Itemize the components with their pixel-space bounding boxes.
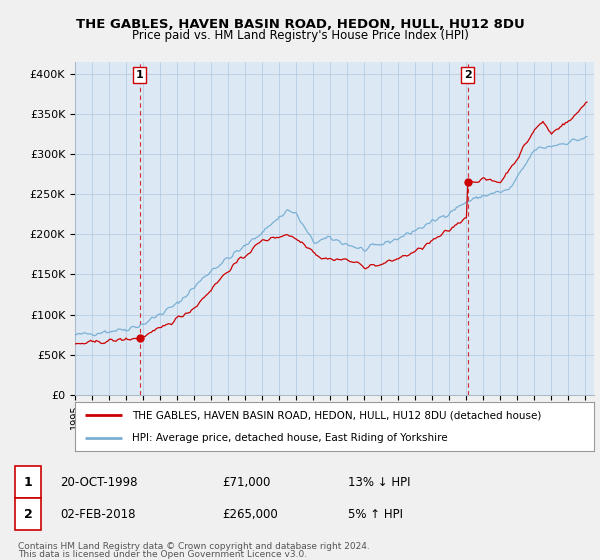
Text: £265,000: £265,000 [222, 507, 278, 521]
Text: HPI: Average price, detached house, East Riding of Yorkshire: HPI: Average price, detached house, East… [132, 433, 448, 444]
Text: £71,000: £71,000 [222, 475, 271, 489]
Text: 2: 2 [464, 70, 472, 80]
Text: Price paid vs. HM Land Registry's House Price Index (HPI): Price paid vs. HM Land Registry's House … [131, 29, 469, 42]
Text: 02-FEB-2018: 02-FEB-2018 [60, 507, 136, 521]
Text: 13% ↓ HPI: 13% ↓ HPI [348, 475, 410, 489]
Text: THE GABLES, HAVEN BASIN ROAD, HEDON, HULL, HU12 8DU (detached house): THE GABLES, HAVEN BASIN ROAD, HEDON, HUL… [132, 410, 541, 421]
Text: 20-OCT-1998: 20-OCT-1998 [60, 475, 137, 489]
Text: Contains HM Land Registry data © Crown copyright and database right 2024.: Contains HM Land Registry data © Crown c… [18, 542, 370, 551]
Text: This data is licensed under the Open Government Licence v3.0.: This data is licensed under the Open Gov… [18, 550, 307, 559]
Text: 5% ↑ HPI: 5% ↑ HPI [348, 507, 403, 521]
Text: 1: 1 [136, 70, 143, 80]
Text: THE GABLES, HAVEN BASIN ROAD, HEDON, HULL, HU12 8DU: THE GABLES, HAVEN BASIN ROAD, HEDON, HUL… [76, 18, 524, 31]
Text: 2: 2 [23, 507, 32, 521]
Text: 1: 1 [23, 475, 32, 489]
